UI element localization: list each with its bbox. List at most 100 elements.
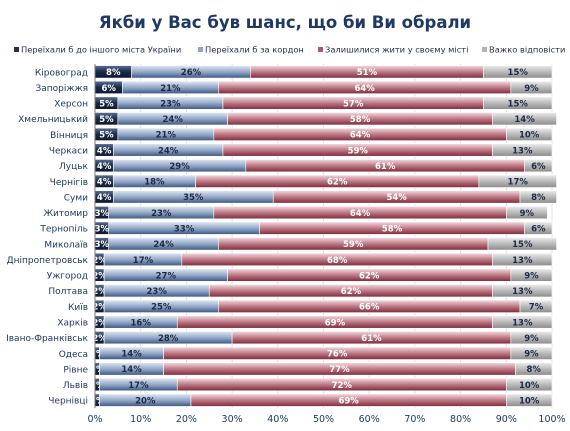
data-label: 6% [531, 162, 546, 172]
bar-row: 1% 17% 72% 10% [90, 377, 553, 392]
x-tick-label: 70% [404, 414, 425, 425]
data-label: 4% [97, 178, 112, 188]
legend-item: Переїхали б за кордон [198, 45, 304, 55]
data-label: 5% [99, 131, 114, 141]
data-label: 21% [160, 84, 181, 94]
data-label: 29% [169, 162, 190, 172]
category-label: Миколаїв [44, 240, 88, 250]
bar-row: 2% 16% 69% 13% [92, 315, 553, 329]
bar-row: 2% 23% 62% 13% [92, 284, 553, 298]
x-tick-label: 80% [450, 414, 471, 425]
bar-row: 3% 33% 58% 6% [95, 221, 553, 235]
data-label: 17% [133, 256, 154, 266]
legend-label: Переїхали б до іншого міста України [21, 45, 181, 55]
category-label: Одеса [59, 350, 88, 360]
bar-row: 4% 35% 54% 8% [94, 190, 557, 204]
bar-segment [492, 284, 553, 298]
data-label: 24% [163, 115, 184, 125]
bar-segment [492, 143, 553, 157]
data-label: 62% [359, 271, 380, 281]
data-label: 3% [95, 240, 110, 250]
bar-segment [510, 331, 553, 345]
bar-row: 4% 24% 59% 13% [94, 143, 553, 157]
bar-row: 2% 17% 68% 13% [92, 252, 553, 267]
legend-swatch [14, 47, 19, 52]
category-label: Запоріжжя [35, 84, 88, 94]
data-label: 77% [329, 365, 350, 375]
data-label: 1% [90, 381, 105, 391]
bar-segment [505, 377, 553, 392]
bar-row: 2% 28% 61% 9% [92, 331, 553, 345]
category-label: Дніпропетровськ [7, 256, 89, 266]
category-label: Херсон [54, 100, 88, 110]
data-label: 1% [90, 396, 105, 406]
data-label: 9% [524, 84, 539, 94]
data-label: 4% [97, 146, 112, 156]
data-label: 2% [92, 287, 107, 297]
x-tick-label: 30% [222, 414, 243, 425]
data-label: 15% [508, 68, 529, 78]
data-label: 23% [147, 287, 168, 297]
category-label: Рівне [63, 365, 88, 375]
data-label: 24% [153, 240, 174, 250]
data-label: 4% [97, 193, 112, 203]
category-label: Житомир [43, 209, 88, 219]
bar-row: 1% 20% 69% 10% [90, 393, 553, 407]
data-label: 59% [348, 146, 369, 156]
data-label: 15% [508, 99, 529, 109]
data-label: 1% [90, 365, 105, 375]
legend-swatch [198, 47, 203, 52]
data-label: 2% [92, 303, 107, 313]
data-label: 24% [158, 146, 179, 156]
data-label: 23% [151, 209, 172, 219]
data-label: 9% [524, 350, 539, 360]
category-label: Полтава [48, 287, 88, 297]
bar-segment [487, 237, 557, 251]
legend-swatch [318, 47, 323, 52]
bar-segment [519, 299, 553, 313]
bar-row: 4% 29% 61% 6% [94, 159, 553, 173]
bar-segment [483, 96, 553, 110]
legend-label: Переїхали б за кордон [205, 45, 304, 55]
bar-segment [492, 112, 557, 126]
data-label: 6% [531, 224, 546, 234]
bar-segment [492, 252, 553, 267]
data-label: 5% [99, 115, 114, 125]
bar-segment [524, 159, 553, 173]
category-label: Хмельницький [18, 115, 88, 125]
x-tick-label: 60% [359, 414, 380, 425]
data-label: 61% [375, 162, 396, 172]
bar-row: 3% 24% 59% 15% [95, 237, 557, 251]
x-tick-label: 90% [496, 414, 517, 425]
bars: 8% 26% 51% 15% 6% 21% 64% 9% 5% 23% 57% 15% 5% 24% 58%… [90, 65, 557, 407]
data-label: 15% [512, 240, 533, 250]
data-label: 10% [519, 131, 540, 141]
data-label: 6% [101, 84, 116, 94]
data-label: 10% [519, 381, 540, 391]
bar-row: 8% 26% 51% 15% [94, 65, 553, 79]
data-label: 68% [327, 256, 348, 266]
data-label: 58% [350, 115, 371, 125]
data-label: 64% [354, 84, 375, 94]
x-tick-label: 100% [538, 414, 565, 425]
bar-segment [483, 65, 553, 79]
data-label: 64% [350, 209, 371, 219]
data-label: 9% [524, 271, 539, 281]
data-label: 25% [151, 303, 172, 313]
category-label: Київ [68, 303, 88, 313]
legend-item: Залишилися жити у своєму місті [318, 45, 468, 55]
data-label: 2% [92, 318, 107, 328]
bar-row: 5% 23% 57% 15% [94, 96, 553, 110]
category-label: Харків [57, 319, 88, 329]
category-label: Кіровоград [35, 68, 88, 78]
x-tick-label: 50% [313, 414, 334, 425]
data-label: 2% [92, 271, 107, 281]
legend-label: Важко відповісти [489, 45, 565, 55]
bar-row: 5% 24% 58% 14% [94, 112, 557, 126]
data-label: 62% [341, 287, 362, 297]
bar-row: 6% 21% 64% 9% [94, 80, 553, 95]
category-label: Чернігів [50, 178, 88, 188]
legend: Переїхали б до іншого міста України Переї… [14, 45, 565, 55]
bar-row: 1% 14% 76% 9% [90, 346, 553, 360]
data-label: 35% [183, 193, 204, 203]
